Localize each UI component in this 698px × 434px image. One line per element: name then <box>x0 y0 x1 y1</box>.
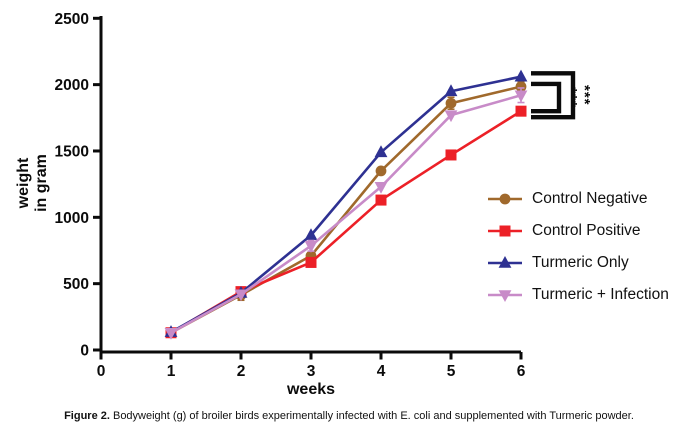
x-tick-label: 5 <box>447 363 456 380</box>
x-tick-label: 2 <box>237 363 246 380</box>
y-tick-label: 0 <box>80 343 89 360</box>
y-tick-label: 1500 <box>55 143 89 160</box>
legend-item-turmeric-only: Turmeric Only <box>487 252 669 274</box>
y-tick-label: 1000 <box>55 210 89 227</box>
y-tick-label: 2500 <box>55 11 89 28</box>
significance-stars: *** <box>563 87 580 108</box>
series-turmeric-infection <box>164 87 528 340</box>
series-control-negative <box>165 81 527 339</box>
y-axis-title: weight <box>15 157 32 209</box>
legend-item-control-negative: Control Negative <box>487 188 669 210</box>
legend-item-turmeric-infection: Turmeric + Infection <box>487 284 669 306</box>
significance-bracket-outer: *** <box>531 71 593 120</box>
figure-caption-label: Figure 2. <box>64 410 110 422</box>
y-tick-label: 2000 <box>55 77 89 94</box>
x-tick-label: 4 <box>377 363 386 380</box>
series-control-positive <box>165 105 527 339</box>
legend-item-control-positive: Control Positive <box>487 220 669 242</box>
x-tick-label: 3 <box>307 363 316 380</box>
control-negative-marker-icon <box>488 193 522 205</box>
x-tick-label: 0 <box>97 363 106 380</box>
x-tick-label: 1 <box>167 363 176 380</box>
x-tick-label: 6 <box>517 363 526 380</box>
y-tick-label: 500 <box>63 276 89 293</box>
figure-caption: Figure 2. Bodyweight (g) of broiler bird… <box>0 410 698 422</box>
y-axis-title: in gram <box>33 154 50 212</box>
legend-label: Turmeric Only <box>532 254 629 271</box>
significance-stars: *** <box>576 85 593 106</box>
legend-label: Control Negative <box>532 190 648 207</box>
x-axis-title: weeks <box>286 381 335 398</box>
control-positive-marker-icon <box>488 225 522 237</box>
bodyweight-line-chart: 0 500 1000 1500 2000 2500 0 1 2 3 4 5 6 weeks weight in… <box>15 11 593 398</box>
legend-label: Turmeric + Infection <box>532 286 669 303</box>
figure-caption-text: Bodyweight (g) of broiler birds experime… <box>109 410 634 422</box>
axes: 0 500 1000 1500 2000 2500 0 1 2 3 4 5 6 weeks weight in… <box>15 11 526 398</box>
turmeric-only-marker-icon <box>488 256 522 268</box>
legend-label: Control Positive <box>532 222 641 239</box>
significance-bracket-inner: *** <box>531 81 580 114</box>
turmeric-infection-marker-icon <box>488 290 522 302</box>
chart-legend: Control Negative Control Positive Turmer… <box>487 188 669 316</box>
